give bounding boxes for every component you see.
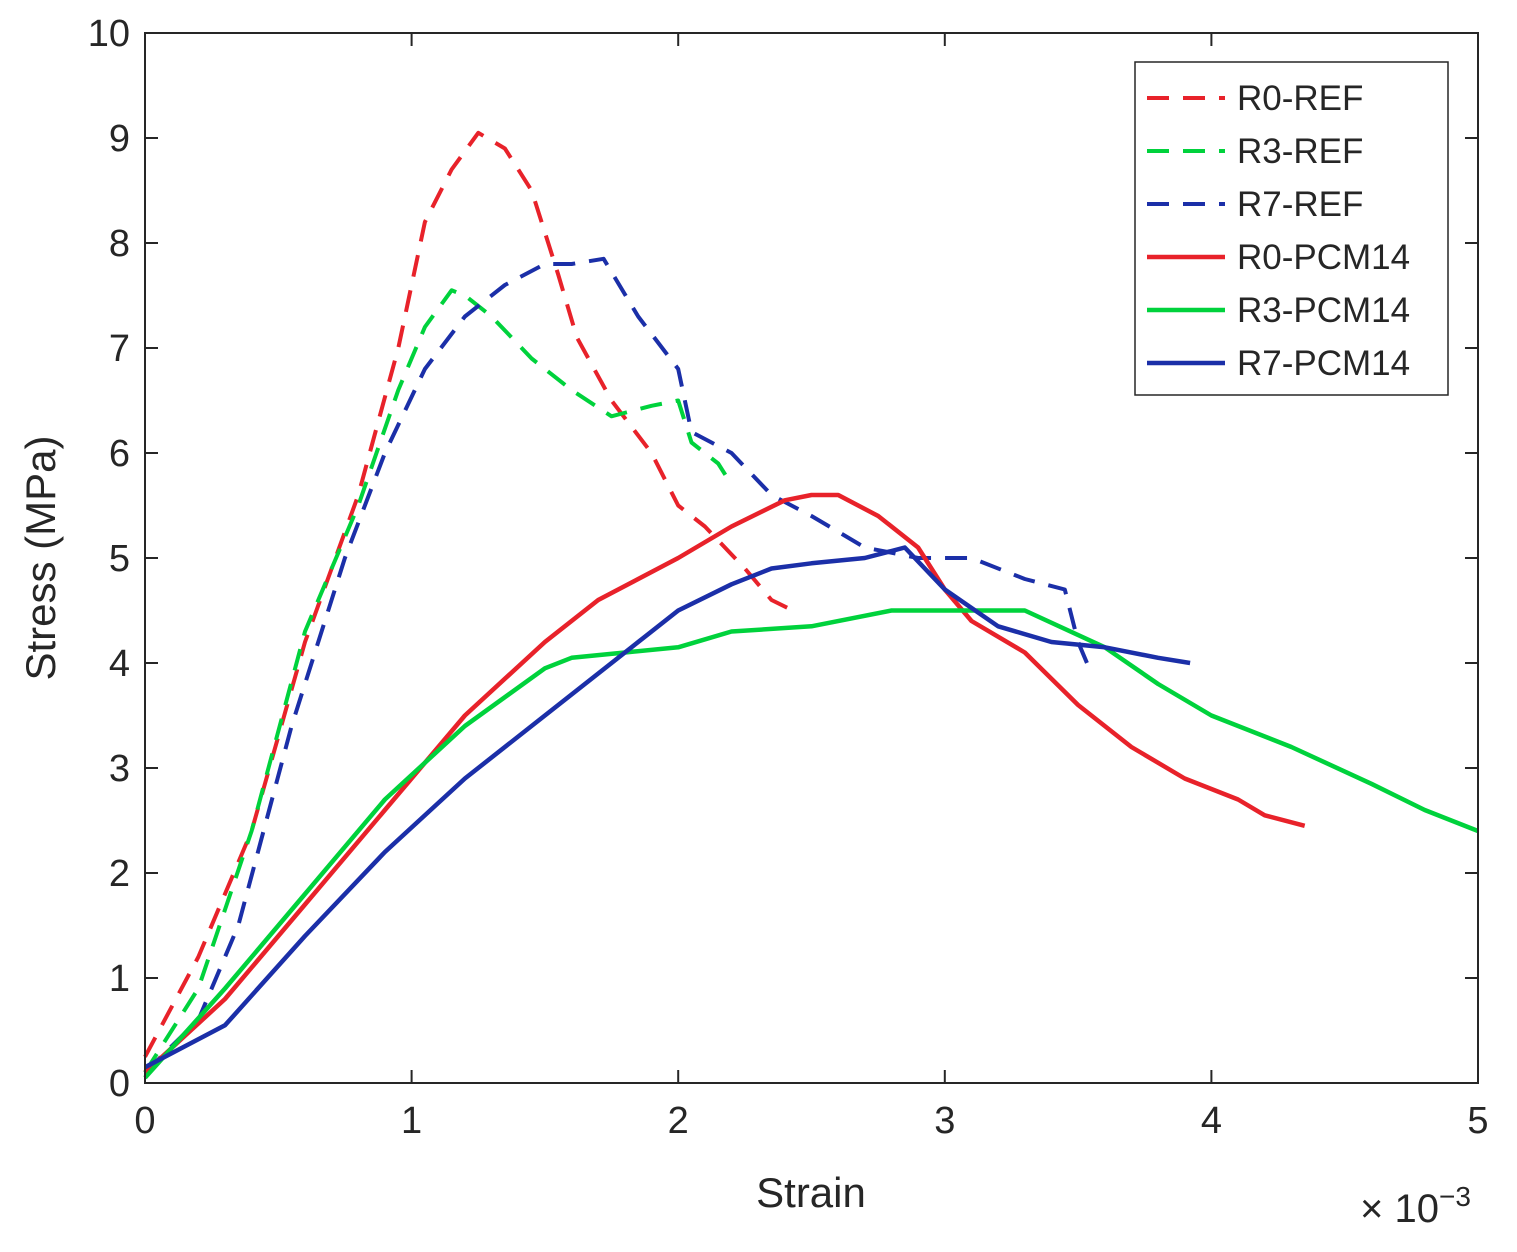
series-line-r7-ref xyxy=(143,256,1094,1074)
x-tick-label: 4 xyxy=(1201,1100,1222,1142)
y-tick-label: 8 xyxy=(109,223,130,265)
series-line-r0-pcm14 xyxy=(143,492,1306,1075)
legend-label-r3-ref: R3-REF xyxy=(1237,132,1363,171)
legend-label-r0-ref: R0-REF xyxy=(1237,79,1363,118)
y-tick-label: 4 xyxy=(109,643,130,685)
y-axis-title: Stress (MPa) xyxy=(17,435,64,680)
x-tick-label: 1 xyxy=(401,1100,422,1142)
y-tick-label: 0 xyxy=(109,1063,130,1105)
y-tick-label: 10 xyxy=(88,13,130,55)
x-multiplier-base: × 10 xyxy=(1360,1187,1439,1231)
x-axis-title: Strain xyxy=(756,1169,866,1216)
legend-label-r7-ref: R7-REF xyxy=(1237,185,1363,224)
x-multiplier-label: × 10−3 xyxy=(1360,1181,1471,1231)
legend: R0-REF R3-REF R7-REF R0-PCM14 R3-PCM14 R7-PCM… xyxy=(1134,61,1449,396)
ticks-layer: 0 1 2 3 4 5 0 1 2 3 4 5 6 7 8 9 10 xyxy=(88,13,1489,1142)
legend-label-r7-pcm14: R7-PCM14 xyxy=(1237,344,1410,383)
y-tick-label: 1 xyxy=(109,958,130,1000)
series-layer xyxy=(143,130,1479,1080)
x-tick-label: 2 xyxy=(668,1100,689,1142)
series-line-r3-pcm14 xyxy=(143,608,1479,1080)
series-line-r0-ref xyxy=(143,130,794,1058)
y-tick-label: 3 xyxy=(109,748,130,790)
legend-box xyxy=(1134,61,1449,396)
x-tick-label: 3 xyxy=(934,1100,955,1142)
y-tick-label: 7 xyxy=(109,328,130,370)
y-tick-label: 9 xyxy=(109,118,130,160)
y-tick-label: 5 xyxy=(109,538,130,580)
series-line-r7-pcm14 xyxy=(143,545,1191,1070)
x-tick-label: 0 xyxy=(134,1100,155,1142)
y-tick-label: 2 xyxy=(109,853,130,895)
x-multiplier-exponent: −3 xyxy=(1439,1181,1471,1212)
y-tick-label: 6 xyxy=(109,433,130,475)
legend-label-r3-pcm14: R3-PCM14 xyxy=(1237,291,1410,330)
x-tick-label: 5 xyxy=(1467,1100,1488,1142)
legend-label-r0-pcm14: R0-PCM14 xyxy=(1237,238,1410,277)
